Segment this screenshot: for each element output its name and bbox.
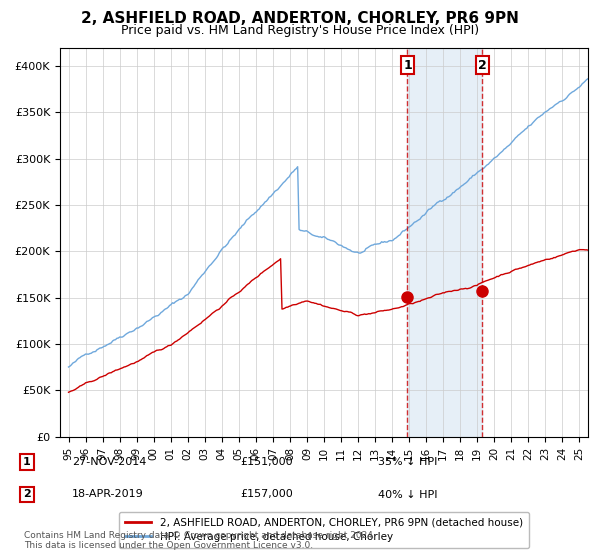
Text: 27-NOV-2014: 27-NOV-2014	[72, 457, 146, 467]
Text: Price paid vs. HM Land Registry's House Price Index (HPI): Price paid vs. HM Land Registry's House …	[121, 24, 479, 36]
Text: 18-APR-2019: 18-APR-2019	[72, 489, 144, 500]
Text: 40% ↓ HPI: 40% ↓ HPI	[378, 489, 437, 500]
Text: 35% ↓ HPI: 35% ↓ HPI	[378, 457, 437, 467]
Text: £151,000: £151,000	[240, 457, 293, 467]
Text: 2: 2	[478, 59, 487, 72]
Text: 1: 1	[23, 457, 31, 467]
Text: Contains HM Land Registry data © Crown copyright and database right 2024.
This d: Contains HM Land Registry data © Crown c…	[24, 530, 376, 550]
Text: £157,000: £157,000	[240, 489, 293, 500]
Text: 2: 2	[23, 489, 31, 500]
Text: 1: 1	[403, 59, 412, 72]
Bar	[407, 48, 482, 437]
Text: 2, ASHFIELD ROAD, ANDERTON, CHORLEY, PR6 9PN: 2, ASHFIELD ROAD, ANDERTON, CHORLEY, PR6…	[81, 11, 519, 26]
Legend: 2, ASHFIELD ROAD, ANDERTON, CHORLEY, PR6 9PN (detached house), HPI: Average pric: 2, ASHFIELD ROAD, ANDERTON, CHORLEY, PR6…	[119, 512, 529, 548]
